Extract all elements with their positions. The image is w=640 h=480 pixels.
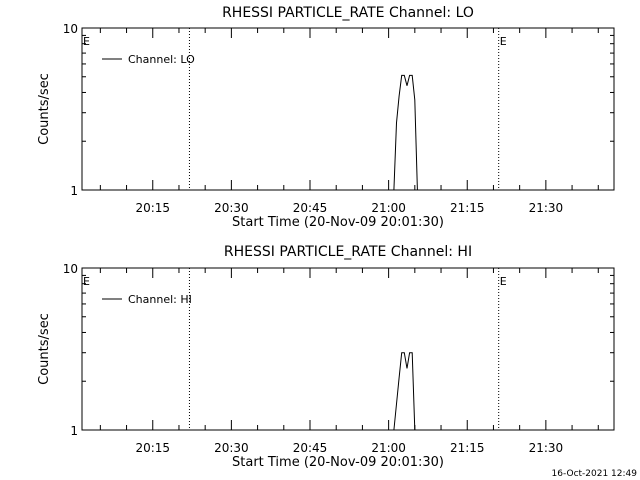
legend-entry-label: Channel: LO (128, 53, 195, 66)
series-line-0 (82, 74, 421, 191)
x-tick-label: 20:45 (293, 201, 328, 215)
y-tick-label: 1 (70, 184, 78, 198)
x-tick-label: 20:30 (214, 441, 249, 455)
x-tick-label: 20:15 (135, 441, 170, 455)
x-tick-label: 21:00 (371, 201, 406, 215)
event-marker-label: E (83, 275, 90, 288)
series-line-0 (82, 352, 418, 431)
x-tick-label: 21:00 (371, 441, 406, 455)
x-tick-label: 21:30 (529, 201, 564, 215)
y-tick-label: 1 (70, 424, 78, 438)
footer-timestamp: 16-Oct-2021 12:49 (552, 469, 638, 479)
y-tick-label: 10 (63, 262, 78, 276)
x-tick-label: 21:15 (450, 201, 485, 215)
event-marker-label: E (500, 275, 507, 288)
legend-entry-label: Channel: HI (128, 293, 192, 306)
x-tick-label: 21:30 (529, 441, 564, 455)
x-tick-label: 20:30 (214, 201, 249, 215)
x-axis-label: Start Time (20-Nov-09 20:01:30) (232, 455, 444, 470)
event-marker-label: E (83, 35, 90, 48)
chart-title: RHESSI PARTICLE_RATE Channel: HI (224, 244, 472, 260)
x-tick-label: 20:45 (293, 441, 328, 455)
x-tick-label: 20:15 (135, 201, 170, 215)
y-tick-label: 10 (63, 22, 78, 36)
x-tick-label: 21:15 (450, 441, 485, 455)
event-marker-label: E (500, 35, 507, 48)
y-axis-label: Counts/sec (37, 313, 52, 385)
y-axis-label: Counts/sec (37, 73, 52, 145)
x-axis-label: Start Time (20-Nov-09 20:01:30) (232, 215, 444, 230)
chart-title: RHESSI PARTICLE_RATE Channel: LO (222, 5, 474, 21)
